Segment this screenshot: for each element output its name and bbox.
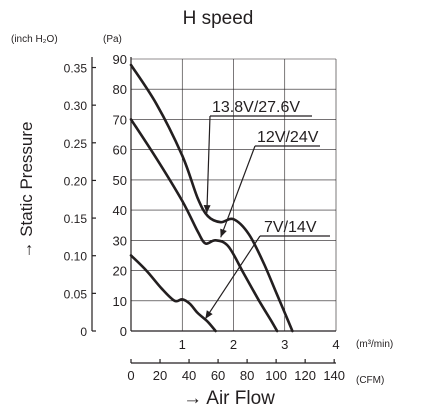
x-unit-m3min: (m³/min) <box>356 339 393 350</box>
x-tick-cfm: 0 <box>127 368 134 383</box>
y-tick-pa: 30 <box>113 233 127 248</box>
y-tick-pa: 60 <box>113 143 127 158</box>
series-line-2 <box>129 254 217 333</box>
x-tick-cfm: 20 <box>153 368 167 383</box>
series-label-arrowhead <box>203 205 211 214</box>
series-label: 13.8V/27.6V <box>212 99 300 116</box>
x-tick-m3min: 2 <box>230 337 237 352</box>
series-label-leader <box>220 145 256 238</box>
y-unit-pa: (Pa) <box>103 34 122 45</box>
y-tick-pa: 40 <box>113 203 127 218</box>
y-tick-inch: 0 <box>80 325 87 339</box>
y-tick-pa: 50 <box>113 173 127 188</box>
x-tick-cfm: 40 <box>182 368 196 383</box>
series-label-leader <box>204 235 261 320</box>
x-tick-cfm: 140 <box>323 368 345 383</box>
y-axis-title: → Static Pressure <box>17 122 36 259</box>
x-tick-cfm: 60 <box>211 368 225 383</box>
grid <box>131 58 337 331</box>
tick-labels: 010203040506070809000.050.100.150.200.25… <box>64 52 345 383</box>
x-tick-cfm: 120 <box>294 368 316 383</box>
y-tick-inch: 0.15 <box>64 212 88 226</box>
y-tick-inch: 0.25 <box>64 137 88 151</box>
y-tick-inch: 0.20 <box>64 174 88 188</box>
y-unit-inch: (inch H₂O) <box>11 34 58 45</box>
y-tick-pa: 90 <box>113 52 127 67</box>
y-tick-pa: 80 <box>113 82 127 97</box>
x-tick-cfm: 80 <box>240 368 254 383</box>
series-label: 12V/24V <box>257 129 319 146</box>
y-tick-pa: 0 <box>120 324 127 339</box>
y-tick-inch: 0.05 <box>64 287 88 301</box>
series-label-arrowhead <box>220 228 227 238</box>
y-tick-pa: 20 <box>113 264 127 279</box>
series-label-leader <box>206 115 211 214</box>
x-unit-cfm: (CFM) <box>356 375 384 386</box>
y-tick-pa: 70 <box>113 112 127 127</box>
x-tick-m3min: 1 <box>179 337 186 352</box>
y-tick-pa: 10 <box>113 294 127 309</box>
x-tick-m3min: 4 <box>332 337 339 352</box>
y-tick-inch: 0.35 <box>64 62 88 76</box>
chart-title: H speed <box>183 8 254 29</box>
x-tick-cfm: 100 <box>265 368 287 383</box>
series-labels: 13.8V/27.6V 12V/24V 7V/14V <box>203 99 330 320</box>
x-axis-title: → Air Flow <box>183 388 275 409</box>
series-label: 7V/14V <box>264 219 317 236</box>
series-label-arrowhead <box>205 310 213 319</box>
y-tick-inch: 0.10 <box>64 250 88 264</box>
x-tick-m3min: 3 <box>281 337 288 352</box>
series-line-1 <box>129 118 279 333</box>
axes <box>91 57 336 364</box>
y-tick-inch: 0.30 <box>64 99 88 113</box>
